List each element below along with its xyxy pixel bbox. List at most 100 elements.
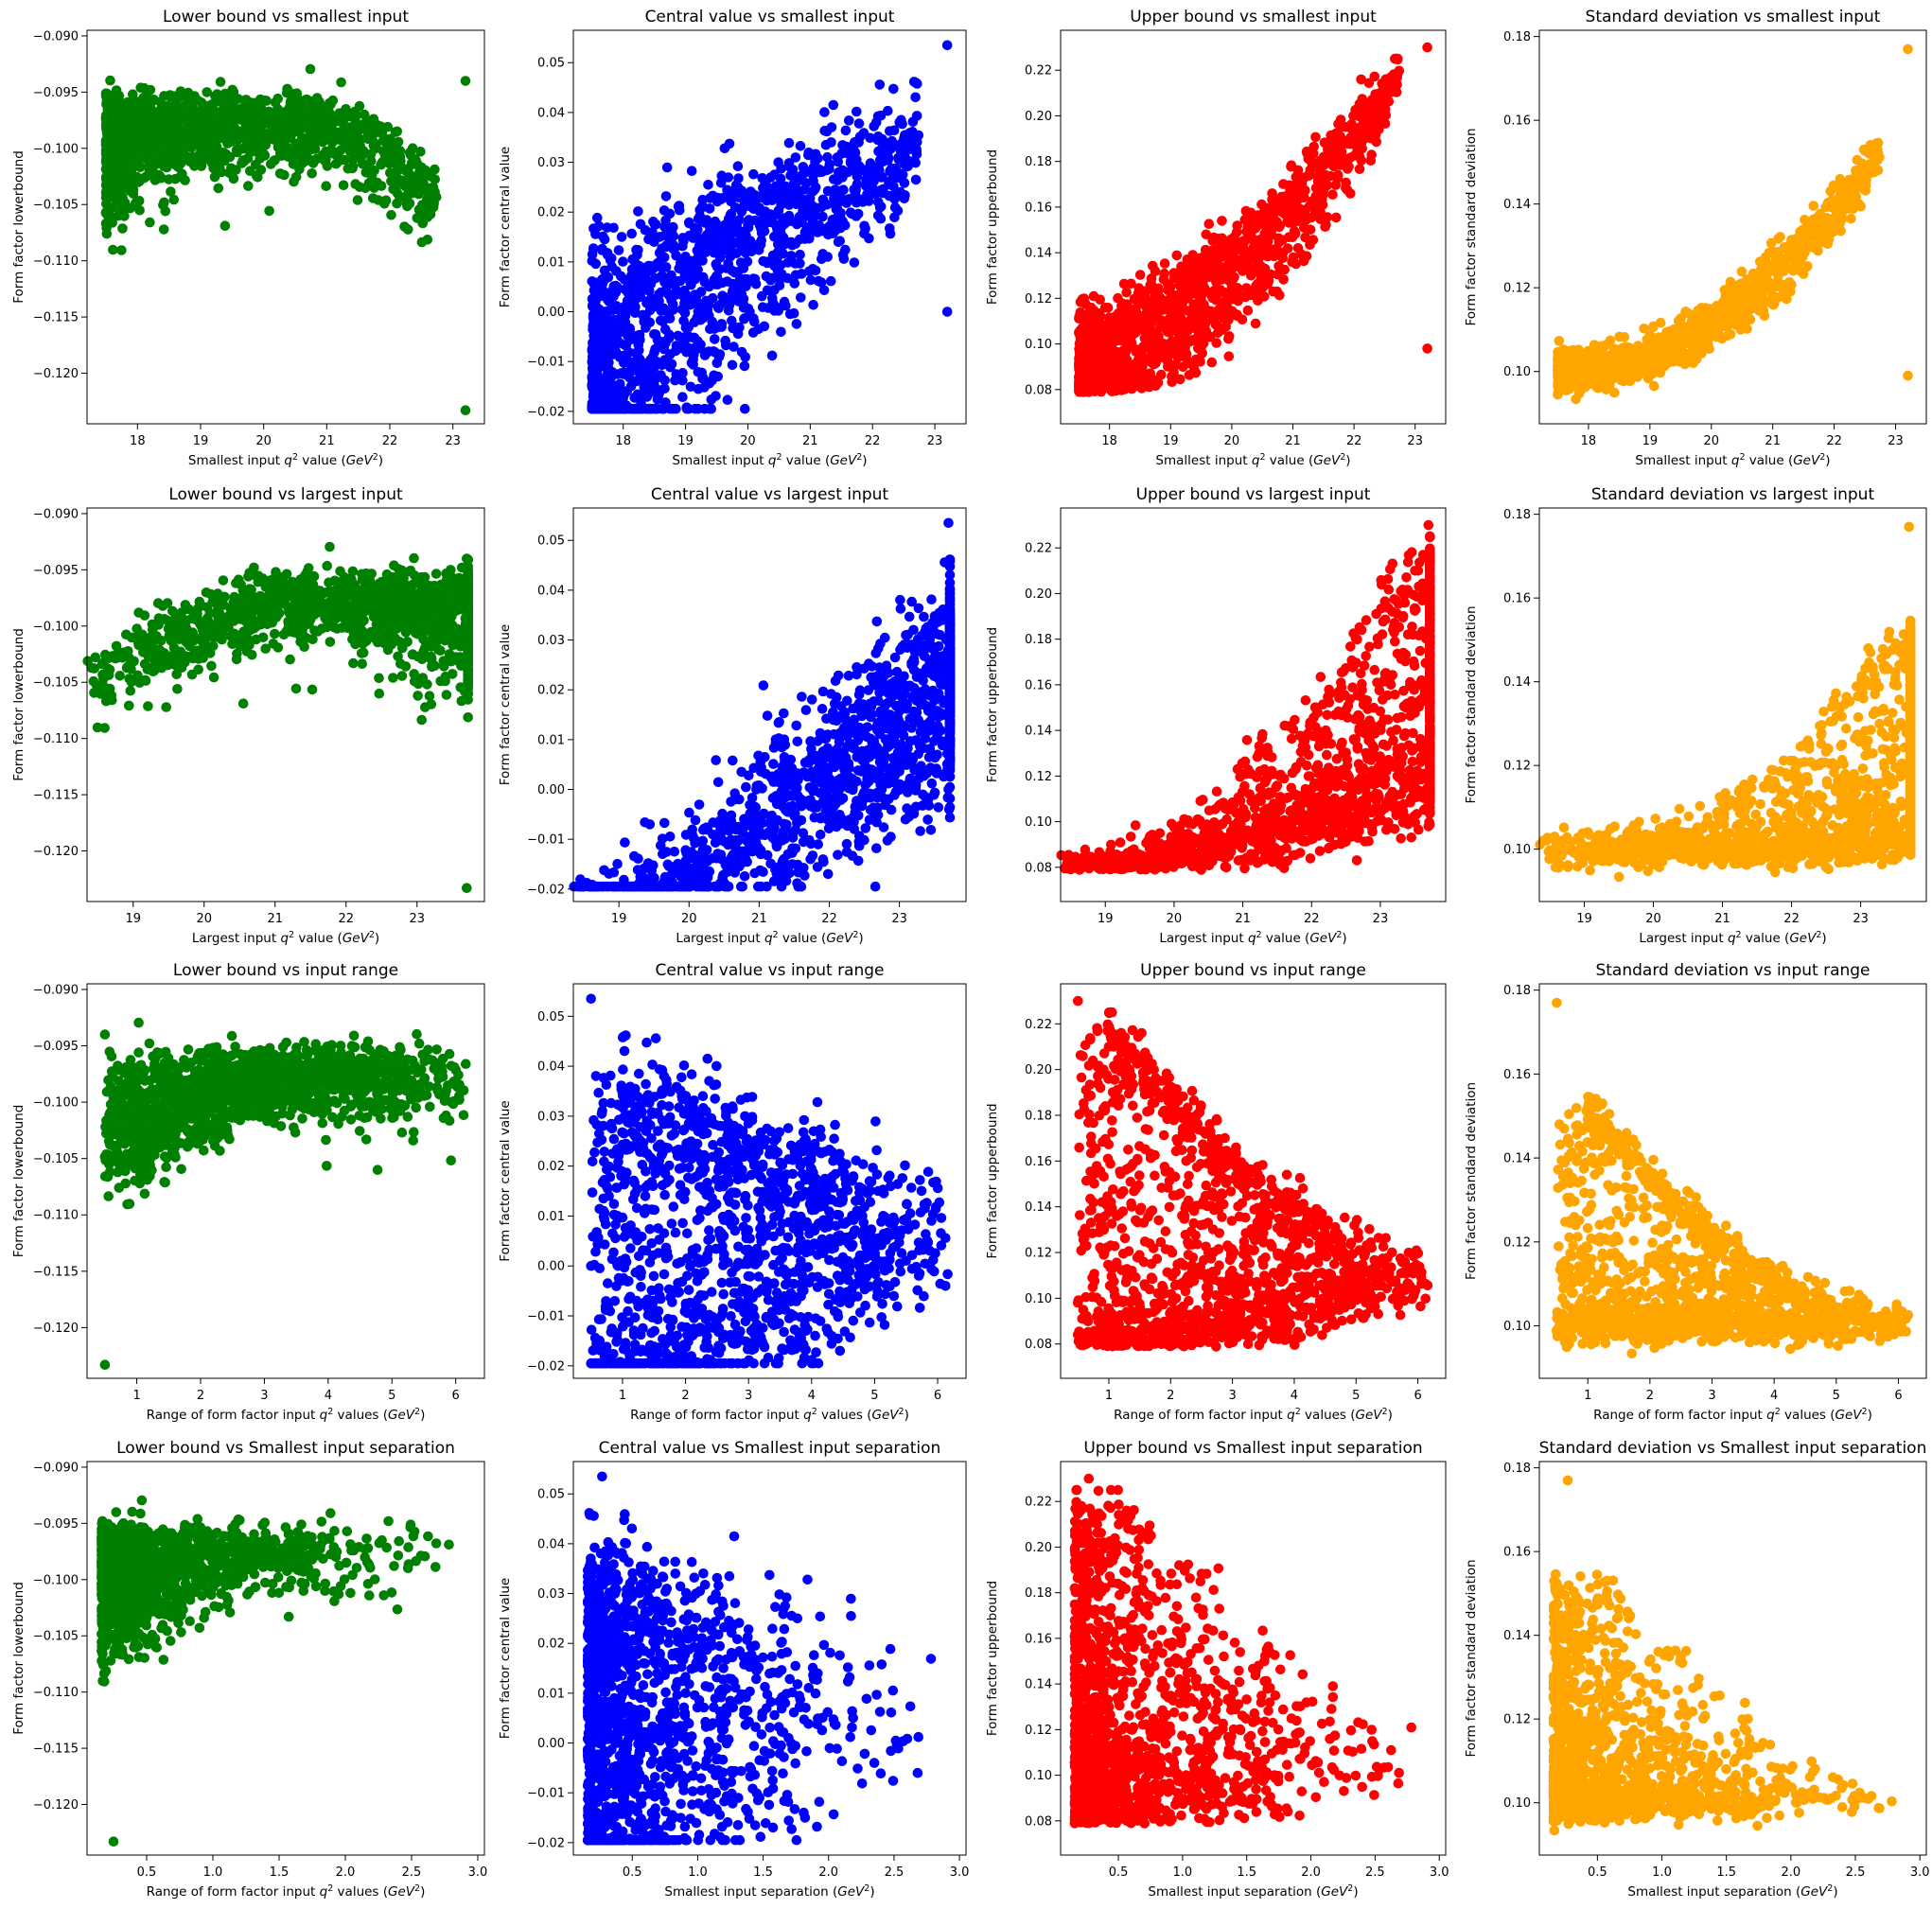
data-point (630, 307, 641, 318)
data-point (698, 272, 709, 283)
data-point (1297, 175, 1308, 185)
data-point (159, 198, 169, 208)
data-point (392, 154, 402, 165)
data-point (1253, 249, 1263, 259)
x-tick-label: 20 (740, 434, 756, 448)
data-point (392, 127, 402, 137)
data-point (852, 107, 862, 117)
data-point (1197, 348, 1207, 359)
data-point (1108, 348, 1118, 359)
y-tick-label: 0.12 (1025, 292, 1052, 306)
data-point (1217, 216, 1227, 226)
data-point (210, 172, 220, 183)
data-point (659, 355, 670, 365)
x-tick-label: 19 (193, 434, 209, 448)
data-point (430, 186, 440, 197)
data-point (659, 253, 670, 263)
data-point (774, 205, 784, 216)
data-point (713, 238, 724, 249)
data-point (825, 159, 835, 169)
data-point (130, 151, 140, 162)
data-point (1214, 234, 1224, 244)
data-point (1239, 246, 1250, 256)
data-point (1101, 370, 1112, 380)
data-point (885, 166, 895, 177)
data-point (166, 186, 176, 197)
data-point (1180, 269, 1190, 279)
data-point (850, 257, 860, 268)
data-point (236, 129, 246, 139)
data-point (911, 175, 922, 185)
data-point (679, 268, 690, 278)
data-point (202, 87, 212, 97)
data-point (175, 112, 185, 122)
data-point (1308, 235, 1319, 245)
data-point (767, 351, 778, 361)
data-point (286, 146, 296, 156)
data-point (147, 106, 157, 116)
y-tick-label: 0.14 (1025, 247, 1052, 261)
data-point (712, 372, 723, 382)
y-tick-label: 0.01 (537, 255, 565, 270)
data-point (1243, 219, 1254, 229)
x-tick-label: 18 (130, 434, 146, 448)
data-point (1272, 204, 1282, 215)
data-point (649, 347, 659, 358)
data-point (690, 265, 700, 275)
data-point (688, 359, 698, 370)
data-point (819, 286, 830, 296)
data-point (623, 331, 633, 342)
data-point (841, 126, 852, 136)
data-point (910, 93, 921, 103)
data-point (608, 339, 619, 349)
data-point (1251, 319, 1261, 329)
data-point (232, 145, 242, 155)
data-point (266, 120, 276, 131)
data-point (840, 245, 851, 255)
data-point (889, 194, 900, 204)
data-point (776, 327, 786, 338)
data-point (1162, 326, 1172, 337)
data-point (725, 300, 735, 310)
data-point (1141, 355, 1151, 365)
data-point (729, 185, 740, 196)
data-point (122, 104, 132, 114)
data-point (1232, 220, 1242, 231)
data-point (119, 175, 130, 185)
data-point (403, 224, 413, 235)
data-point (343, 164, 354, 174)
data-point (681, 347, 692, 358)
data-point (1422, 343, 1432, 354)
data-point (305, 140, 315, 150)
data-point (182, 102, 192, 113)
data-point (219, 148, 229, 158)
data-point (1380, 75, 1391, 85)
data-point (368, 193, 378, 203)
data-point (238, 157, 249, 167)
data-point (673, 276, 683, 287)
x-tick-label: 22 (865, 434, 881, 448)
data-point (661, 286, 672, 296)
data-point (606, 369, 617, 379)
data-point (705, 203, 715, 214)
data-point (1089, 291, 1099, 302)
data-point (386, 210, 396, 220)
data-point (220, 126, 231, 136)
data-point (155, 158, 166, 168)
data-point (1172, 251, 1183, 261)
data-point (360, 184, 371, 194)
data-point (1114, 374, 1124, 384)
subplot-smallest-central: Central value vs smallest input18 19 20 21 2… (498, 8, 966, 468)
data-point (251, 160, 261, 170)
data-point (808, 300, 818, 310)
data-point (1272, 287, 1282, 297)
data-point (699, 404, 710, 414)
data-point (619, 367, 629, 377)
data-point (275, 149, 286, 159)
data-point (229, 87, 239, 97)
data-point (274, 139, 285, 149)
data-point (193, 135, 203, 146)
data-point (1111, 317, 1121, 327)
data-point (1391, 54, 1401, 64)
data-point (739, 303, 749, 313)
